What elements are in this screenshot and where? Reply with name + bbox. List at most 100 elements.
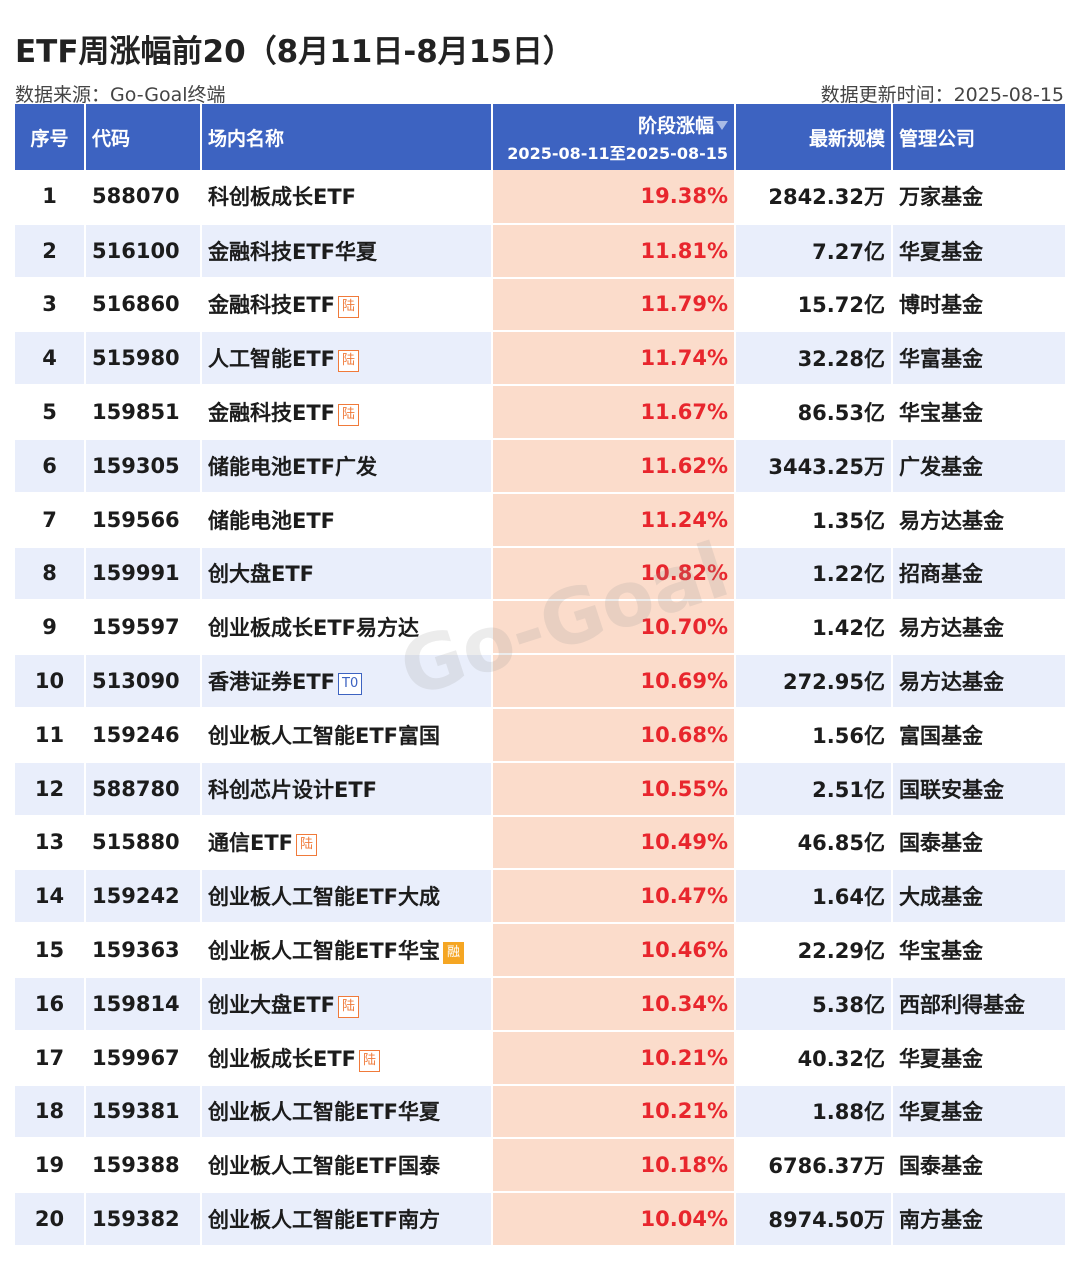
cell-rank-text: 20 bbox=[34, 1207, 65, 1232]
cell-code-text: 515980 bbox=[92, 346, 180, 371]
header-size[interactable]: 最新规模 bbox=[735, 104, 893, 170]
header-name[interactable]: 场内名称 bbox=[201, 104, 493, 170]
cell-company-text: 国泰基金 bbox=[899, 831, 983, 856]
cell-rank-text: 13 bbox=[34, 830, 65, 855]
tag-badge: 陆 bbox=[338, 350, 360, 373]
cell-size: 7.27亿 bbox=[735, 223, 893, 279]
cell-rank-text: 19 bbox=[34, 1153, 65, 1178]
cell-rank: 15 bbox=[15, 923, 86, 978]
cell-rank: 13 bbox=[15, 815, 86, 871]
cell-code: 515880 bbox=[85, 815, 202, 871]
cell-company-text: 广发基金 bbox=[899, 454, 983, 479]
header-company[interactable]: 管理公司 bbox=[892, 104, 1065, 170]
cell-size-text: 1.56亿 bbox=[812, 723, 885, 748]
table-row[interactable]: 12 588780 科创芯片设计ETF 10.55% 2.51亿 国联安基金 bbox=[15, 761, 1065, 817]
cell-name: 科创芯片设计ETF bbox=[201, 761, 493, 817]
table-row[interactable]: 14 159242 创业板人工智能ETF大成 10.47% 1.64亿 大成基金 bbox=[15, 869, 1065, 925]
cell-name: 金融科技ETF 陆 bbox=[201, 385, 493, 440]
header-code[interactable]: 代码 bbox=[85, 104, 202, 170]
cell-code: 159382 bbox=[85, 1192, 202, 1247]
cell-name: 创业板成长ETF易方达 bbox=[201, 600, 493, 656]
cell-name-text: 通信ETF bbox=[208, 831, 294, 856]
table-row[interactable]: 20 159382 创业板人工智能ETF南方 10.04% 8974.50万 南方基金 bbox=[15, 1192, 1065, 1247]
cell-rank: 8 bbox=[15, 546, 86, 602]
cell-code: 516860 bbox=[85, 277, 202, 333]
cell-rank: 14 bbox=[15, 869, 86, 925]
cell-code: 159363 bbox=[85, 923, 202, 978]
cell-size: 6786.37万 bbox=[735, 1138, 893, 1194]
cell-company: 易方达基金 bbox=[892, 600, 1065, 656]
cell-size-text: 3443.25万 bbox=[768, 454, 885, 479]
cell-change-text: 10.69% bbox=[640, 669, 728, 694]
cell-change: 10.18% bbox=[492, 1138, 736, 1194]
table-row[interactable]: 11 159246 创业板人工智能ETF富国 10.68% 1.56亿 富国基金 bbox=[15, 707, 1065, 763]
table-row[interactable]: 4 515980 人工智能ETF 陆 11.74% 32.28亿 华富基金 bbox=[15, 331, 1065, 387]
cell-name-text: 创大盘ETF bbox=[208, 562, 315, 587]
cell-size: 46.85亿 bbox=[735, 815, 893, 871]
cell-change: 11.24% bbox=[492, 492, 736, 548]
cell-change-text: 11.24% bbox=[640, 507, 728, 532]
cell-change-text: 10.82% bbox=[640, 561, 728, 586]
cell-name: 储能电池ETF bbox=[201, 492, 493, 548]
cell-name-text: 金融科技ETF华夏 bbox=[208, 239, 378, 264]
cell-size: 1.22亿 bbox=[735, 546, 893, 602]
cell-code-text: 159967 bbox=[92, 1045, 180, 1070]
cell-company-text: 华夏基金 bbox=[899, 1046, 983, 1071]
cell-name: 创业板人工智能ETF大成 bbox=[201, 869, 493, 925]
cell-change: 10.55% bbox=[492, 761, 736, 817]
cell-change: 11.81% bbox=[492, 223, 736, 279]
table-row[interactable]: 5 159851 金融科技ETF 陆 11.67% 86.53亿 华宝基金 bbox=[15, 385, 1065, 440]
table-row[interactable]: 3 516860 金融科技ETF 陆 11.79% 15.72亿 博时基金 bbox=[15, 277, 1065, 333]
header-change[interactable]: 阶段涨幅 2025-08-11至2025-08-15 bbox=[492, 104, 736, 170]
table-row[interactable]: 19 159388 创业板人工智能ETF国泰 10.18% 6786.37万 国泰基金 bbox=[15, 1138, 1065, 1194]
table-row[interactable]: 16 159814 创业大盘ETF 陆 10.34% 5.38亿 西部利得基金 bbox=[15, 976, 1065, 1032]
sort-desc-icon[interactable] bbox=[716, 120, 728, 130]
cell-size-text: 6786.37万 bbox=[768, 1154, 885, 1179]
table-row[interactable]: 6 159305 储能电池ETF广发 11.62% 3443.25万 广发基金 bbox=[15, 438, 1065, 494]
tag-badge: 陆 bbox=[338, 404, 360, 427]
cell-change: 11.79% bbox=[492, 277, 736, 333]
cell-size-text: 272.95亿 bbox=[782, 670, 885, 695]
table-row[interactable]: 17 159967 创业板成长ETF 陆 10.21% 40.32亿 华夏基金 bbox=[15, 1030, 1065, 1086]
cell-rank-text: 6 bbox=[42, 453, 57, 478]
cell-size-text: 15.72亿 bbox=[797, 293, 885, 318]
table-row[interactable]: 2 516100 金融科技ETF华夏 11.81% 7.27亿 华夏基金 bbox=[15, 223, 1065, 279]
table-row[interactable]: 7 159566 储能电池ETF 11.24% 1.35亿 易方达基金 bbox=[15, 492, 1065, 548]
cell-change-text: 10.21% bbox=[640, 1099, 728, 1124]
cell-rank-text: 15 bbox=[34, 938, 65, 963]
cell-rank-text: 2 bbox=[42, 238, 57, 263]
cell-rank: 9 bbox=[15, 600, 86, 656]
cell-size-text: 1.22亿 bbox=[812, 562, 885, 587]
header-rank[interactable]: 序号 bbox=[15, 104, 86, 170]
table-row[interactable]: 1 588070 科创板成长ETF 19.38% 2842.32万 万家基金 bbox=[15, 170, 1065, 225]
cell-change: 19.38% bbox=[492, 170, 736, 225]
cell-code: 588070 bbox=[85, 170, 202, 225]
cell-company: 华富基金 bbox=[892, 331, 1065, 387]
cell-company: 西部利得基金 bbox=[892, 976, 1065, 1032]
table-row[interactable]: 18 159381 创业板人工智能ETF华夏 10.21% 1.88亿 华夏基金 bbox=[15, 1084, 1065, 1140]
table-header-row: 序号 代码 场内名称 阶段涨幅 2025-08-11至2025-08-15 最新… bbox=[15, 104, 1065, 170]
table-row[interactable]: 9 159597 创业板成长ETF易方达 10.70% 1.42亿 易方达基金 bbox=[15, 600, 1065, 656]
cell-company: 大成基金 bbox=[892, 869, 1065, 925]
cell-change-text: 10.46% bbox=[640, 938, 728, 963]
cell-change: 11.74% bbox=[492, 331, 736, 387]
cell-change: 10.21% bbox=[492, 1030, 736, 1086]
cell-size: 3443.25万 bbox=[735, 438, 893, 494]
cell-name-text: 储能电池ETF广发 bbox=[208, 454, 378, 479]
cell-name-text: 创业板人工智能ETF南方 bbox=[208, 1208, 441, 1233]
cell-name: 科创板成长ETF bbox=[201, 170, 493, 225]
table-row[interactable]: 15 159363 创业板人工智能ETF华宝融 10.46% 22.29亿 华宝基金 bbox=[15, 923, 1065, 978]
cell-rank: 16 bbox=[15, 976, 86, 1032]
tag-badge: 陆 bbox=[359, 1049, 381, 1072]
cell-company: 易方达基金 bbox=[892, 654, 1065, 709]
table-row[interactable]: 10 513090 香港证券ETF T0 10.69% 272.95亿 易方达基金 bbox=[15, 654, 1065, 709]
cell-company-text: 华夏基金 bbox=[899, 239, 983, 264]
cell-name-text: 创业板人工智能ETF国泰 bbox=[208, 1154, 441, 1179]
table-row[interactable]: 8 159991 创大盘ETF 10.82% 1.22亿 招商基金 bbox=[15, 546, 1065, 602]
cell-name: 通信ETF 陆 bbox=[201, 815, 493, 871]
cell-size: 8974.50万 bbox=[735, 1192, 893, 1247]
table-row[interactable]: 13 515880 通信ETF 陆 10.49% 46.85亿 国泰基金 bbox=[15, 815, 1065, 871]
cell-rank: 4 bbox=[15, 331, 86, 387]
cell-company-text: 富国基金 bbox=[899, 723, 983, 748]
cell-size-text: 5.38亿 bbox=[812, 992, 885, 1017]
